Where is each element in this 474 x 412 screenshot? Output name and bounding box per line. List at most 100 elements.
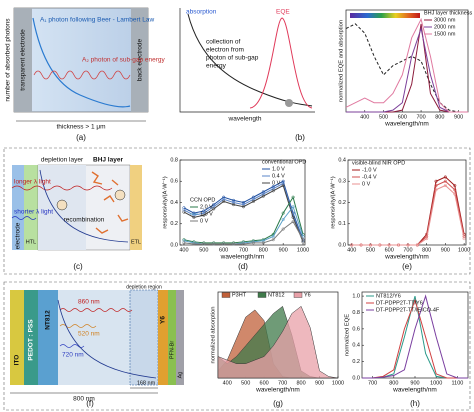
exciton (56, 199, 68, 211)
legend-label: 0 V (272, 180, 281, 186)
panel-a: number of absorbed photons transparent e… (5, 7, 165, 142)
x-tick-label: 500 (379, 114, 388, 120)
marker (453, 183, 457, 188)
caption: (e) (402, 262, 412, 271)
label: Ag (177, 372, 183, 379)
label: 800 nm (73, 396, 95, 403)
marker (281, 211, 285, 215)
legend-label: 1.0 V (272, 166, 285, 172)
marker (281, 181, 285, 185)
marker (222, 195, 226, 199)
legend-label: 3000 nm (434, 17, 456, 23)
x-label: wavelength/nm (392, 387, 437, 394)
legend-title: conventional OPD (262, 159, 306, 165)
marker (232, 203, 236, 207)
label: 860 nm (78, 299, 100, 306)
y-label: normalized EQE (345, 314, 351, 356)
x-tick-label: 1000 (332, 380, 344, 386)
label: depletion layer (41, 157, 84, 164)
marker (271, 238, 275, 242)
x-label: wavelength (228, 116, 262, 123)
marker (453, 188, 457, 192)
line (351, 180, 465, 246)
note: electron from (206, 47, 244, 54)
marker (271, 187, 275, 191)
legend-label: NT812 (268, 292, 285, 298)
marker (232, 198, 236, 202)
y-tick-label: 0.4 (352, 343, 360, 349)
pfn (168, 290, 176, 385)
marker (251, 197, 255, 201)
marker (241, 242, 246, 246)
legend-title: CCN OPD (190, 197, 215, 203)
label: PFN-Br (169, 341, 175, 360)
label: electrode (15, 222, 22, 249)
y-tick-label: 0.3 (338, 179, 346, 185)
legend-label: 2.0 V (200, 204, 213, 210)
label: Y6 (160, 316, 167, 324)
x-tick-label: 600 (398, 114, 407, 120)
caption: (c) (73, 262, 83, 271)
marker (350, 243, 354, 247)
label: PEDOT : PSS (28, 319, 35, 361)
marker (301, 240, 305, 244)
marker (261, 194, 265, 198)
marker (434, 179, 438, 183)
label: 520 nm (78, 331, 100, 338)
sub-gap-dot (285, 99, 293, 107)
x-tick-label: 700 (416, 114, 425, 120)
label: shorter λ light (14, 209, 53, 216)
marker (462, 237, 466, 241)
x-tick-label: 600 (385, 247, 394, 253)
legend-label: 0 V (362, 181, 371, 187)
line (345, 23, 468, 113)
x-tick-label: 1100 (451, 380, 463, 386)
legend-label: Y6 (304, 292, 311, 298)
line (351, 184, 465, 246)
marker (182, 239, 186, 243)
y-tick-label: 0.8 (170, 157, 178, 163)
x-tick-label: 900 (279, 247, 288, 253)
legend-swatch (293, 292, 303, 298)
x-tick-label: 800 (259, 247, 268, 253)
pedot (24, 290, 38, 385)
marker (241, 205, 246, 209)
x-label: wavelength/nm (220, 254, 265, 261)
x-label: wavelength/nm (384, 121, 429, 128)
marker (182, 210, 186, 214)
x-tick-label: 1000 (430, 380, 442, 386)
legend-swatch (221, 292, 231, 298)
field-curve (39, 169, 129, 243)
label: depletion region (126, 284, 162, 290)
y-label: responsivity/(A·W⁻¹) (163, 176, 169, 228)
marker (222, 197, 226, 201)
caption: (b) (295, 133, 305, 142)
marker (271, 185, 275, 189)
marker (241, 200, 246, 205)
label: 720 nm (62, 352, 84, 359)
y-tick-label: 0.1 (338, 221, 346, 227)
line (183, 182, 304, 241)
legend-title: BHJ layer thickness (424, 10, 473, 16)
y6 (158, 290, 168, 385)
marker (291, 215, 295, 219)
panel-b: absorption EQE collection of electron fr… (179, 8, 315, 142)
y-tick-label: 0.4 (170, 200, 178, 206)
x-tick-label: 800 (435, 114, 444, 120)
x-label: wavelength/nm (255, 387, 300, 394)
area (217, 305, 339, 379)
ag (176, 290, 184, 385)
marker (212, 242, 216, 246)
y-label: normalized absorption (211, 306, 217, 363)
x-tick-label: 700 (368, 380, 377, 386)
label: ETL (131, 239, 141, 245)
line (362, 294, 468, 379)
sub-gap-wave (33, 70, 131, 80)
line (346, 26, 468, 113)
marker (182, 208, 186, 212)
marker (281, 217, 285, 222)
y-tick-label: 0.2 (338, 200, 346, 206)
marker (443, 179, 447, 183)
legend-label: -1.0 V (362, 167, 377, 173)
spectrum-bar (350, 13, 420, 18)
